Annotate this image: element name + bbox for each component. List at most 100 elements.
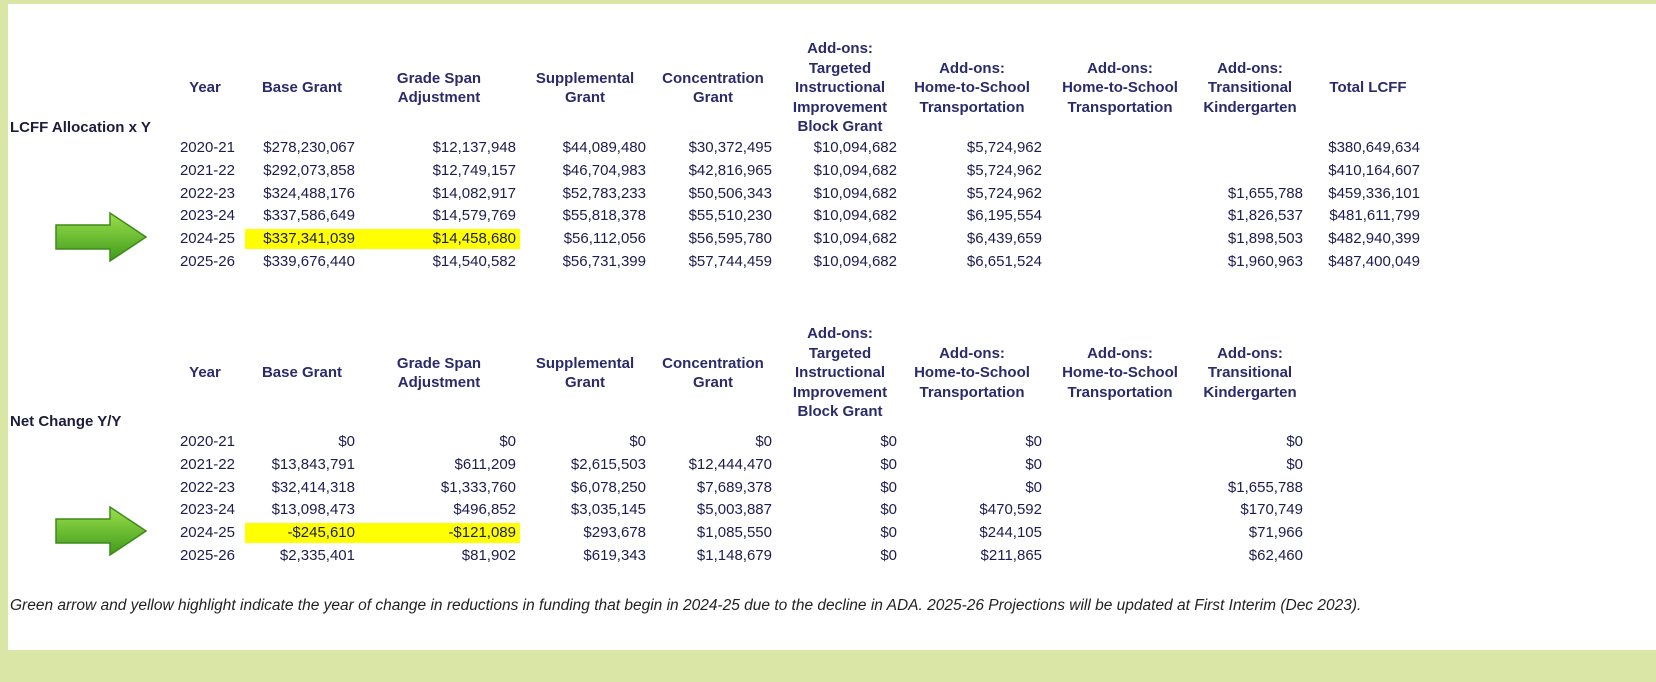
cell: $0	[880, 433, 897, 450]
cell: $0	[1286, 433, 1303, 450]
cell: $619,343	[583, 547, 646, 564]
cell: $10,094,682	[813, 207, 897, 225]
cell: $55,510,230	[688, 207, 772, 225]
column-header: Concentration	[662, 354, 764, 372]
row-year: 2025-26	[179, 253, 235, 270]
column-header: Transitional	[1207, 364, 1293, 382]
cell: $6,195,554	[966, 207, 1042, 225]
cell: $12,444,470	[688, 455, 772, 473]
cell: $1,333,760	[440, 478, 516, 496]
cell: $324,488,176	[263, 184, 355, 202]
cell: $56,595,780	[688, 230, 772, 248]
cell: $56,112,056	[563, 230, 646, 248]
cell: $2,615,503	[570, 455, 646, 473]
row-year: 2024-25	[179, 524, 235, 542]
column-header: Grade Span	[396, 354, 482, 372]
cell: $10,094,682	[813, 184, 897, 202]
cell: $337,586,649	[263, 207, 355, 225]
cell: $0	[880, 524, 897, 542]
cell: $6,651,524	[966, 253, 1042, 270]
cell: $0	[880, 547, 897, 564]
column-header: Transportation	[919, 383, 1025, 401]
arrow	[55, 505, 148, 557]
cell: $10,094,682	[813, 253, 897, 270]
column-header: Transitional	[1207, 79, 1293, 97]
column-header: Grant	[564, 374, 606, 391]
row-year: 2020-21	[179, 139, 235, 156]
row-year: 2022-23	[179, 478, 235, 496]
cell: $32,414,318	[271, 478, 355, 496]
column-header: Total LCFF	[1329, 79, 1407, 97]
column-header: Supplemental	[535, 354, 635, 372]
column-header: Grade Span	[396, 69, 482, 87]
cell: $410,164,607	[1328, 161, 1420, 179]
cell: $7,689,378	[696, 478, 772, 496]
cell: $339,676,440	[263, 253, 355, 270]
cell: -$121,089	[448, 524, 516, 542]
highlight	[245, 229, 520, 250]
column-header: Add-ons:	[1217, 59, 1283, 77]
column-header: Adjustment	[397, 374, 481, 391]
sheet: Green arrow and yellow highlight indicat…	[8, 4, 1656, 650]
cell: $496,852	[453, 501, 516, 519]
cell: $278,230,067	[263, 139, 355, 156]
column-header: Targeted	[808, 344, 872, 362]
cell: $10,094,682	[813, 139, 897, 156]
cell: $52,783,233	[562, 184, 646, 202]
cell: $46,704,983	[562, 161, 646, 179]
column-header: Add-ons:	[1217, 344, 1283, 362]
row-year: 2025-26	[179, 547, 235, 564]
cell: $337,341,039	[263, 230, 355, 248]
cell: $42,816,965	[688, 161, 772, 179]
cell: $0	[338, 433, 355, 450]
cell: $6,078,250	[570, 478, 646, 496]
cell: -$245,610	[287, 524, 355, 542]
cell: $2,335,401	[279, 547, 355, 564]
column-header: Transportation	[1067, 98, 1173, 116]
column-header: Concentration	[662, 69, 764, 87]
row-year: 2021-22	[179, 455, 235, 473]
cell: $470,592	[979, 501, 1042, 519]
cell: $611,209	[454, 455, 516, 473]
row-year: 2020-21	[179, 433, 235, 450]
row-year: 2023-24	[179, 207, 235, 225]
cell: $3,035,145	[570, 501, 646, 519]
table-label: LCFF Allocation x Y	[10, 119, 151, 136]
column-header: Home-to-School	[914, 79, 1030, 97]
column-header: Kindergarten	[1203, 98, 1297, 116]
column-header: Home-to-School	[914, 364, 1030, 382]
cell: $293,678	[583, 524, 646, 542]
cell: $459,336,101	[1328, 184, 1420, 202]
column-header: Add-ons:	[807, 40, 873, 58]
cell: $1,960,963	[1227, 253, 1303, 270]
cell: $44,089,480	[562, 139, 646, 156]
cell: $14,540,582	[432, 253, 516, 270]
cell: $0	[880, 455, 897, 473]
cell: $81,902	[461, 547, 516, 564]
cell: $57,744,459	[688, 253, 772, 270]
column-header: Transportation	[919, 98, 1025, 116]
cell: $55,818,378	[562, 207, 646, 225]
column-header: Adjustment	[397, 89, 481, 106]
column-header: Year	[189, 364, 221, 382]
cell: $5,003,887	[696, 501, 772, 519]
cell: $10,094,682	[813, 161, 897, 179]
table-label: Net Change Y/Y	[10, 413, 122, 430]
cell: $1,148,679	[696, 547, 772, 564]
cell: $0	[499, 433, 516, 450]
cell: $14,458,680	[432, 230, 516, 248]
column-header: Base Grant	[261, 364, 343, 382]
cell: $211,865	[980, 547, 1042, 564]
cell: $6,439,659	[966, 230, 1042, 248]
cell: $5,724,962	[966, 161, 1042, 179]
cell: $0	[880, 478, 897, 496]
column-header: Improvement	[792, 98, 888, 116]
cell: $1,898,503	[1227, 230, 1303, 248]
column-header: Base Grant	[261, 79, 343, 97]
column-header: Instructional	[794, 79, 886, 97]
cell: $62,460	[1248, 547, 1303, 564]
column-header: Instructional	[794, 364, 886, 382]
cell: $244,105	[979, 524, 1042, 542]
cell: $10,094,682	[813, 230, 897, 248]
